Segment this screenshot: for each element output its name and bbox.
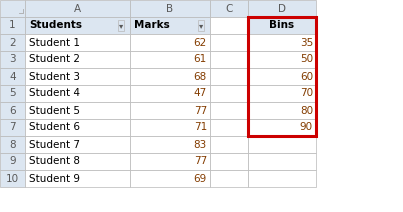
Bar — [248, 170, 316, 187]
Text: 4: 4 — [9, 71, 16, 81]
Text: Marks: Marks — [134, 21, 170, 31]
Bar — [0, 51, 25, 68]
Bar — [130, 153, 210, 170]
Text: Bins: Bins — [270, 21, 295, 31]
Text: Students: Students — [29, 21, 82, 31]
Bar — [210, 153, 248, 170]
Text: Student 5: Student 5 — [29, 106, 80, 116]
Text: B: B — [166, 4, 174, 14]
Bar — [130, 51, 210, 68]
Text: 2: 2 — [9, 38, 16, 47]
Bar — [0, 102, 25, 119]
Text: 61: 61 — [194, 54, 207, 64]
Text: 80: 80 — [300, 106, 313, 116]
Bar — [0, 153, 25, 170]
Bar — [248, 119, 316, 136]
Text: 60: 60 — [300, 71, 313, 81]
Bar — [25, 136, 130, 153]
Text: 71: 71 — [194, 123, 207, 132]
Bar — [25, 170, 130, 187]
Text: 6: 6 — [9, 106, 16, 116]
Bar — [130, 102, 210, 119]
Bar — [248, 68, 316, 85]
Text: ▾: ▾ — [119, 21, 123, 30]
Text: Student 1: Student 1 — [29, 38, 80, 47]
Bar — [210, 85, 248, 102]
Bar — [0, 68, 25, 85]
Text: 5: 5 — [9, 88, 16, 99]
Text: C: C — [225, 4, 233, 14]
Bar — [130, 170, 210, 187]
Text: 3: 3 — [9, 54, 16, 64]
Text: 69: 69 — [194, 173, 207, 184]
Bar — [248, 17, 316, 34]
Text: Student 7: Student 7 — [29, 139, 80, 149]
Bar — [0, 136, 25, 153]
Text: 70: 70 — [300, 88, 313, 99]
Text: 8: 8 — [9, 139, 16, 149]
Bar — [25, 102, 130, 119]
Bar — [25, 34, 130, 51]
Text: Student 4: Student 4 — [29, 88, 80, 99]
Bar — [25, 85, 130, 102]
Bar — [210, 51, 248, 68]
Bar — [25, 0, 130, 17]
Bar — [130, 0, 210, 17]
Bar — [0, 34, 25, 51]
Bar — [248, 51, 316, 68]
Bar — [210, 34, 248, 51]
Text: Student 9: Student 9 — [29, 173, 80, 184]
Bar — [0, 170, 25, 187]
Bar — [130, 34, 210, 51]
Bar — [248, 0, 316, 17]
Bar — [248, 102, 316, 119]
Bar — [25, 153, 130, 170]
Bar — [210, 136, 248, 153]
Text: 62: 62 — [194, 38, 207, 47]
Bar — [248, 136, 316, 153]
Text: 9: 9 — [9, 156, 16, 166]
Bar — [210, 119, 248, 136]
Text: ▾: ▾ — [199, 21, 203, 30]
Text: 1: 1 — [9, 21, 16, 31]
Text: 90: 90 — [300, 123, 313, 132]
Text: 7: 7 — [9, 123, 16, 132]
Text: A: A — [74, 4, 81, 14]
Text: Student 3: Student 3 — [29, 71, 80, 81]
Bar — [210, 68, 248, 85]
Bar — [25, 68, 130, 85]
Bar — [248, 153, 316, 170]
Bar — [25, 51, 130, 68]
Text: Student 2: Student 2 — [29, 54, 80, 64]
Text: 10: 10 — [6, 173, 19, 184]
Text: Student 6: Student 6 — [29, 123, 80, 132]
Text: 35: 35 — [300, 38, 313, 47]
Bar — [210, 17, 248, 34]
Text: 77: 77 — [194, 106, 207, 116]
Bar — [130, 119, 210, 136]
Bar — [210, 170, 248, 187]
Text: 68: 68 — [194, 71, 207, 81]
Bar — [248, 34, 316, 51]
Bar — [25, 17, 130, 34]
Bar — [0, 119, 25, 136]
Bar — [130, 17, 210, 34]
Bar — [130, 85, 210, 102]
Text: D: D — [278, 4, 286, 14]
Bar — [0, 17, 25, 34]
Text: 83: 83 — [194, 139, 207, 149]
Bar — [130, 68, 210, 85]
Bar — [210, 102, 248, 119]
Bar — [0, 0, 25, 17]
Bar — [248, 17, 316, 136]
Bar — [25, 119, 130, 136]
Bar — [0, 85, 25, 102]
Bar — [248, 85, 316, 102]
Text: 50: 50 — [300, 54, 313, 64]
Text: Student 8: Student 8 — [29, 156, 80, 166]
Text: 47: 47 — [194, 88, 207, 99]
Bar — [130, 136, 210, 153]
Bar — [210, 0, 248, 17]
Text: 77: 77 — [194, 156, 207, 166]
